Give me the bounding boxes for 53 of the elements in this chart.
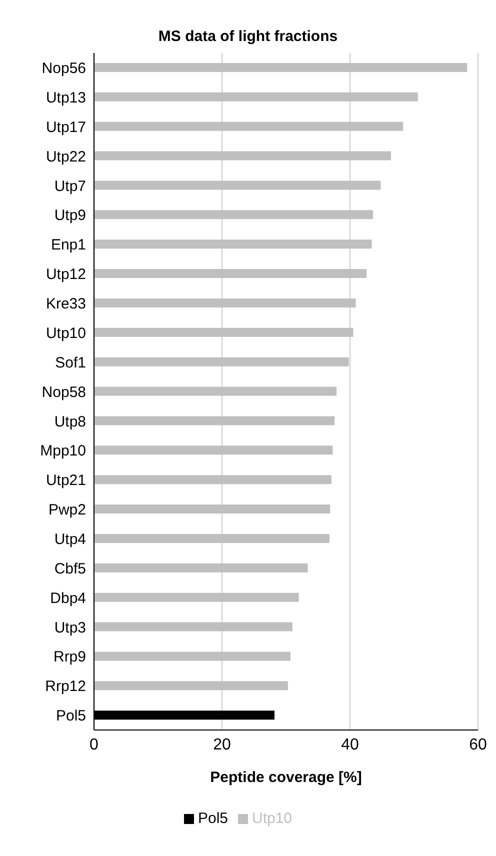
y-tick-label: Utp13 bbox=[46, 89, 86, 106]
y-tick-label: Utp12 bbox=[46, 266, 86, 284]
bar bbox=[94, 504, 330, 514]
bar bbox=[94, 269, 367, 278]
y-tick-label: Kre33 bbox=[46, 296, 86, 313]
legend-label: Utp10 bbox=[252, 810, 292, 827]
bar bbox=[94, 92, 418, 102]
x-tick-label: 60 bbox=[469, 736, 487, 754]
bar bbox=[94, 386, 337, 396]
bar bbox=[94, 151, 391, 160]
bar bbox=[94, 63, 468, 72]
y-tick-label: Utp9 bbox=[54, 207, 86, 224]
x-tick-label: 0 bbox=[90, 736, 99, 754]
bar bbox=[94, 328, 354, 337]
bar bbox=[94, 180, 381, 190]
bar bbox=[94, 475, 332, 484]
y-tick-label: Utp17 bbox=[46, 118, 86, 136]
bar bbox=[94, 210, 374, 220]
y-tick-label: Nop58 bbox=[42, 384, 86, 401]
bar bbox=[94, 622, 292, 632]
y-tick-label: Utp7 bbox=[54, 178, 86, 195]
bar bbox=[94, 681, 288, 690]
x-axis-title: Peptide coverage [%] bbox=[210, 769, 362, 786]
bar bbox=[94, 122, 404, 131]
y-tick-label: Pwp2 bbox=[48, 502, 86, 519]
legend-label: Pol5 bbox=[198, 810, 228, 827]
y-tick-label: Mpp10 bbox=[40, 442, 86, 460]
y-tick-label: Rrp9 bbox=[53, 648, 86, 666]
y-tick-label: Nop56 bbox=[42, 60, 86, 78]
y-tick-label: Utp21 bbox=[46, 472, 86, 490]
y-tick-label: Pol5 bbox=[56, 708, 86, 725]
bar bbox=[94, 298, 356, 308]
bar bbox=[94, 592, 299, 602]
bar bbox=[94, 534, 330, 543]
y-tick-label: Rrp12 bbox=[45, 678, 86, 696]
y-tick-label: Utp8 bbox=[54, 413, 86, 430]
y-tick-label: Utp22 bbox=[46, 148, 86, 166]
x-tick-label: 40 bbox=[341, 736, 359, 754]
chart-title: MS data of light fractions bbox=[157, 28, 339, 45]
y-tick-label: Enp1 bbox=[50, 236, 86, 254]
y-tick-label: Cbf5 bbox=[54, 560, 86, 578]
y-tick-label: Utp3 bbox=[54, 619, 86, 636]
y-tick-label: Utp4 bbox=[54, 531, 86, 548]
bar bbox=[94, 240, 372, 249]
bar bbox=[94, 652, 290, 661]
bar bbox=[94, 357, 349, 366]
bar bbox=[94, 563, 308, 572]
y-tick-label: Utp10 bbox=[46, 324, 86, 342]
bar bbox=[94, 416, 335, 426]
x-tick-label: 20 bbox=[213, 736, 231, 754]
y-tick-label: Sof1 bbox=[55, 354, 86, 372]
bar bbox=[94, 446, 333, 455]
y-tick-label: Dbp4 bbox=[50, 590, 86, 607]
